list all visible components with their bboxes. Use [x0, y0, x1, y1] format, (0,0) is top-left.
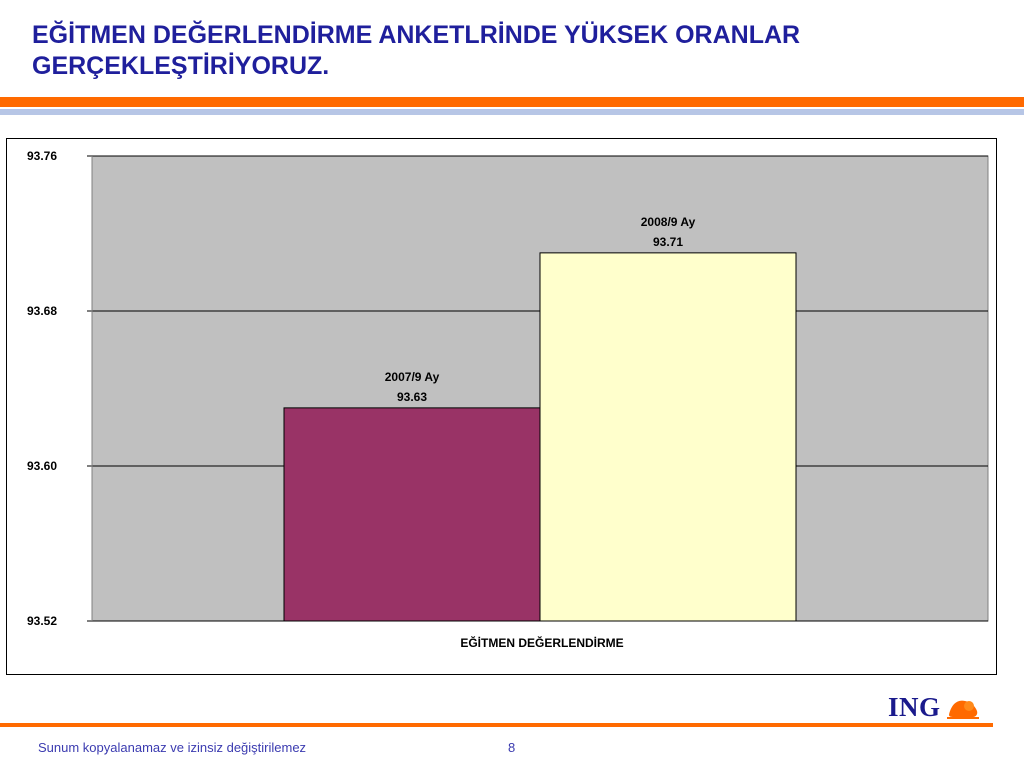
logo-text: ING [888, 691, 941, 722]
bar-20089ay [539, 252, 797, 622]
chart-frame: 93.76 93.68 93.60 93.52 2007/9 Ay 93.63 2008/… [6, 138, 997, 675]
y-tick-label: 93.68 [27, 304, 57, 318]
footer-accent-line [0, 723, 993, 727]
y-tick-label: 93.76 [27, 149, 57, 163]
bar-value-label: 93.63 [397, 390, 427, 404]
header-divider-bar [0, 109, 1024, 115]
bar-series-label: 2007/9 Ay [385, 370, 440, 384]
y-tick-label: 93.52 [27, 614, 57, 628]
ing-logo: ING [888, 690, 981, 724]
footer-copyright: Sunum kopyalanamaz ve izinsiz değiştiril… [38, 740, 307, 755]
bar-value-label: 93.71 [653, 235, 683, 249]
page-number: 8 [508, 740, 516, 755]
y-tick-label: 93.60 [27, 459, 57, 473]
bar-20079ay [283, 407, 541, 622]
bar-series-label: 2008/9 Ay [641, 215, 696, 229]
bar-chart: 93.76 93.68 93.60 93.52 2007/9 Ay 93.63 2008/… [27, 149, 989, 650]
header-accent-bar [0, 97, 1024, 107]
x-axis-label: EĞİTMEN DEĞERLENDİRME [460, 635, 623, 650]
lion-icon [946, 700, 979, 719]
slide-title: EĞİTMEN DEĞERLENDİRME ANKETLRİNDE YÜKSEK… [32, 21, 801, 80]
